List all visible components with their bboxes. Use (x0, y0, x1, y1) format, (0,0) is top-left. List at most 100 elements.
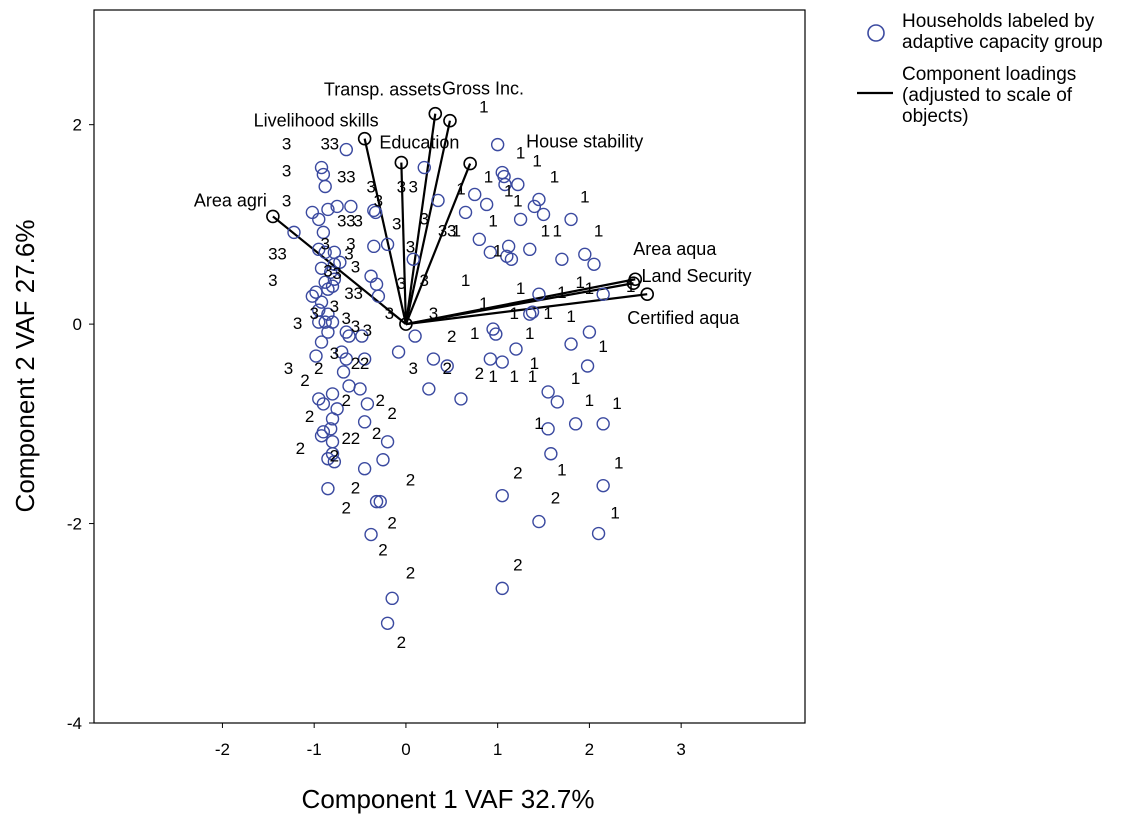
household-point (373, 494, 387, 509)
household-point (596, 478, 610, 493)
group-label: 2 (351, 354, 360, 373)
legend-text: (adjusted to scale of (902, 85, 1073, 106)
group-label: 3 (447, 221, 456, 240)
group-label: 3 (438, 221, 447, 240)
household-point (321, 481, 335, 496)
household-point (406, 252, 420, 267)
group-label: 2 (397, 633, 406, 652)
group-label: 1 (516, 144, 525, 163)
loading-label: House stability (526, 132, 643, 152)
group-label: 2 (447, 327, 456, 346)
group-label: 3 (282, 135, 291, 154)
group-label: 2 (387, 514, 396, 533)
household-point (490, 137, 505, 152)
loading-vector (404, 120, 452, 325)
group-label: 3 (330, 135, 339, 154)
group-label: 2 (314, 359, 323, 378)
loading-endpoint (266, 209, 280, 224)
group-label: 1 (513, 191, 522, 210)
household-point (309, 349, 323, 363)
group-label: 3 (330, 344, 339, 363)
group-label: 1 (461, 271, 470, 290)
group-label: 1 (626, 277, 635, 296)
group-label: 3 (353, 284, 362, 303)
household-point (318, 245, 332, 260)
group-label: 1 (479, 98, 488, 117)
loading-endpoint (428, 106, 443, 121)
group-label: 2 (330, 447, 339, 466)
household-point (509, 342, 523, 356)
household-point (360, 397, 375, 411)
loading-label: Livelihood skills (254, 111, 379, 131)
household-point (339, 142, 353, 157)
group-label: 3 (346, 211, 355, 230)
household-point (367, 239, 381, 254)
household-point (564, 337, 578, 351)
group-label: 1 (493, 241, 502, 260)
household-point (523, 307, 537, 321)
legend-text: adaptive capacity group (902, 32, 1103, 53)
group-label: 3 (374, 191, 383, 210)
household-point (344, 199, 358, 214)
group-label: 3 (337, 211, 346, 230)
household-point (318, 179, 332, 194)
origin-marker (399, 317, 413, 331)
household-point (591, 526, 606, 541)
group-label: 1 (543, 304, 552, 323)
household-point (580, 359, 595, 373)
group-label: 3 (409, 359, 418, 378)
household-point (364, 527, 378, 542)
y-axis-title: Component 2 VAF 27.6% (10, 220, 40, 513)
group-label: 1 (575, 273, 584, 292)
loading-vector (363, 138, 407, 325)
loading-label: Certified aqua (627, 308, 740, 328)
household-point (330, 199, 344, 214)
group-label: 2 (475, 364, 484, 383)
group-label: 3 (353, 211, 362, 230)
loading-vector (404, 163, 472, 325)
group-label: 2 (342, 429, 351, 448)
loading-label: Area aqua (633, 239, 717, 259)
x-axis-title: Component 1 VAF 32.7% (302, 784, 595, 814)
loading-vector (404, 113, 437, 325)
household-point (287, 225, 301, 240)
group-label: 1 (585, 279, 594, 298)
household-point (371, 289, 386, 303)
group-label: 3 (337, 168, 346, 187)
group-label: 3 (397, 274, 406, 293)
group-label: 1 (470, 324, 479, 343)
group-label: 1 (580, 187, 589, 206)
group-label: 2 (296, 439, 305, 458)
x-tick-label: 2 (585, 740, 594, 759)
group-label: 2 (342, 499, 351, 518)
household-point (479, 197, 494, 212)
group-label: 1 (566, 307, 575, 326)
household-point (325, 412, 340, 426)
group-label: 2 (513, 555, 522, 574)
household-point (314, 295, 329, 309)
legend-text: Component loadings (902, 64, 1076, 85)
group-label: 1 (612, 394, 621, 413)
group-label: 2 (305, 407, 314, 426)
legend-circle-marker (867, 24, 885, 42)
group-label: 3 (277, 244, 286, 263)
household-point (408, 329, 422, 343)
household-point (314, 160, 329, 175)
household-point (596, 287, 610, 301)
group-label: 3 (385, 304, 394, 323)
group-label: 3 (320, 234, 329, 253)
loading-vector (405, 282, 634, 326)
household-point (497, 169, 511, 184)
group-label: 1 (516, 279, 525, 298)
legend-text: Households labeled by (902, 11, 1095, 32)
group-label: 3 (342, 309, 351, 328)
household-point (541, 422, 555, 436)
group-label: 3 (363, 321, 372, 340)
household-point (431, 193, 445, 208)
loading-endpoint (640, 287, 655, 302)
loading-label: Area agri (194, 190, 267, 210)
household-point (312, 212, 326, 227)
household-point (380, 435, 395, 449)
